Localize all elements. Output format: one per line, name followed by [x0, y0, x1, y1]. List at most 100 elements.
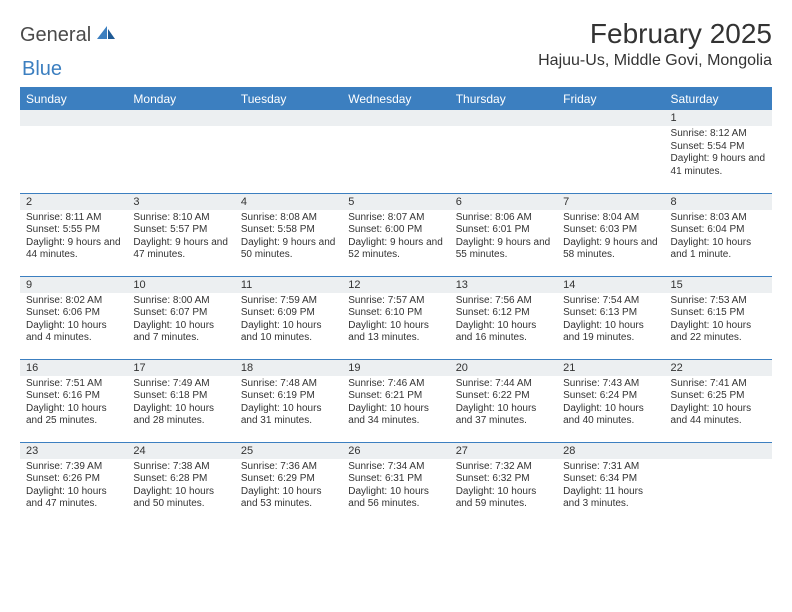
calendar-table: Sunday Monday Tuesday Wednesday Thursday…: [20, 88, 772, 525]
day-cell: [342, 110, 449, 193]
day-number: 27: [450, 443, 557, 459]
week-row: 9Sunrise: 8:02 AMSunset: 6:06 PMDaylight…: [20, 276, 772, 359]
sunset-line: Sunset: 5:55 PM: [26, 224, 121, 237]
day-details: Sunrise: 7:38 AMSunset: 6:28 PMDaylight:…: [127, 459, 234, 515]
day-cell: 1Sunrise: 8:12 AMSunset: 5:54 PMDaylight…: [665, 110, 772, 193]
day-cell: 9Sunrise: 8:02 AMSunset: 6:06 PMDaylight…: [20, 276, 127, 359]
day-cell: 20Sunrise: 7:44 AMSunset: 6:22 PMDayligh…: [450, 359, 557, 442]
day-number: 28: [557, 443, 664, 459]
sunrise-line: Sunrise: 7:43 AM: [563, 378, 658, 391]
sunrise-line: Sunrise: 7:32 AM: [456, 461, 551, 474]
day-number: 2: [20, 194, 127, 210]
sunset-line: Sunset: 5:54 PM: [671, 141, 766, 154]
day-number: 15: [665, 277, 772, 293]
day-number: 11: [235, 277, 342, 293]
daylight-line: Daylight: 10 hours and 59 minutes.: [456, 486, 551, 511]
logo: General: [20, 18, 121, 47]
sunrise-line: Sunrise: 7:59 AM: [241, 295, 336, 308]
day-number: 7: [557, 194, 664, 210]
daylight-line: Daylight: 9 hours and 52 minutes.: [348, 237, 443, 262]
sunrise-line: Sunrise: 8:03 AM: [671, 212, 766, 225]
day-cell: 23Sunrise: 7:39 AMSunset: 6:26 PMDayligh…: [20, 442, 127, 525]
day-number: [127, 110, 234, 126]
sunset-line: Sunset: 6:24 PM: [563, 390, 658, 403]
sunset-line: Sunset: 5:57 PM: [133, 224, 228, 237]
day-cell: 3Sunrise: 8:10 AMSunset: 5:57 PMDaylight…: [127, 193, 234, 276]
daylight-line: Daylight: 9 hours and 41 minutes.: [671, 153, 766, 178]
day-cell: 26Sunrise: 7:34 AMSunset: 6:31 PMDayligh…: [342, 442, 449, 525]
sunrise-line: Sunrise: 8:08 AM: [241, 212, 336, 225]
day-details: Sunrise: 7:31 AMSunset: 6:34 PMDaylight:…: [557, 459, 664, 515]
day-number: [235, 110, 342, 126]
sunset-line: Sunset: 6:26 PM: [26, 473, 121, 486]
sunrise-line: Sunrise: 8:02 AM: [26, 295, 121, 308]
day-cell: [235, 110, 342, 193]
daylight-line: Daylight: 10 hours and 28 minutes.: [133, 403, 228, 428]
sunset-line: Sunset: 6:15 PM: [671, 307, 766, 320]
day-number: [450, 110, 557, 126]
sunrise-line: Sunrise: 8:06 AM: [456, 212, 551, 225]
location-label: Hajuu-Us, Middle Govi, Mongolia: [538, 52, 772, 70]
logo-sail-icon: [95, 24, 117, 47]
daylight-line: Daylight: 10 hours and 1 minute.: [671, 237, 766, 262]
sunset-line: Sunset: 6:34 PM: [563, 473, 658, 486]
calendar-body: 1Sunrise: 8:12 AMSunset: 5:54 PMDaylight…: [20, 110, 772, 525]
sunrise-line: Sunrise: 7:48 AM: [241, 378, 336, 391]
sunrise-line: Sunrise: 7:49 AM: [133, 378, 228, 391]
day-details: Sunrise: 8:04 AMSunset: 6:03 PMDaylight:…: [557, 210, 664, 266]
day-cell: 22Sunrise: 7:41 AMSunset: 6:25 PMDayligh…: [665, 359, 772, 442]
day-header: Sunday: [20, 88, 127, 110]
sunrise-line: Sunrise: 7:53 AM: [671, 295, 766, 308]
day-cell: [450, 110, 557, 193]
sunset-line: Sunset: 6:25 PM: [671, 390, 766, 403]
day-cell: 25Sunrise: 7:36 AMSunset: 6:29 PMDayligh…: [235, 442, 342, 525]
sunset-line: Sunset: 6:29 PM: [241, 473, 336, 486]
day-details: Sunrise: 7:32 AMSunset: 6:32 PMDaylight:…: [450, 459, 557, 515]
sunrise-line: Sunrise: 7:44 AM: [456, 378, 551, 391]
day-cell: 6Sunrise: 8:06 AMSunset: 6:01 PMDaylight…: [450, 193, 557, 276]
daylight-line: Daylight: 10 hours and 44 minutes.: [671, 403, 766, 428]
calendar-page: General February 2025 Hajuu-Us, Middle G…: [0, 0, 792, 535]
day-cell: 19Sunrise: 7:46 AMSunset: 6:21 PMDayligh…: [342, 359, 449, 442]
day-details: Sunrise: 7:43 AMSunset: 6:24 PMDaylight:…: [557, 376, 664, 432]
day-number: 13: [450, 277, 557, 293]
daylight-line: Daylight: 10 hours and 25 minutes.: [26, 403, 121, 428]
day-cell: 10Sunrise: 8:00 AMSunset: 6:07 PMDayligh…: [127, 276, 234, 359]
sunrise-line: Sunrise: 7:31 AM: [563, 461, 658, 474]
day-details: Sunrise: 7:54 AMSunset: 6:13 PMDaylight:…: [557, 293, 664, 349]
day-cell: [20, 110, 127, 193]
day-cell: [127, 110, 234, 193]
day-details: Sunrise: 8:08 AMSunset: 5:58 PMDaylight:…: [235, 210, 342, 266]
day-number: [342, 110, 449, 126]
day-number: 1: [665, 110, 772, 126]
sunset-line: Sunset: 6:22 PM: [456, 390, 551, 403]
sunrise-line: Sunrise: 7:38 AM: [133, 461, 228, 474]
sunrise-line: Sunrise: 7:41 AM: [671, 378, 766, 391]
day-cell: 17Sunrise: 7:49 AMSunset: 6:18 PMDayligh…: [127, 359, 234, 442]
daylight-line: Daylight: 9 hours and 47 minutes.: [133, 237, 228, 262]
day-details: Sunrise: 8:07 AMSunset: 6:00 PMDaylight:…: [342, 210, 449, 266]
day-cell: 14Sunrise: 7:54 AMSunset: 6:13 PMDayligh…: [557, 276, 664, 359]
day-details: Sunrise: 8:03 AMSunset: 6:04 PMDaylight:…: [665, 210, 772, 266]
sunset-line: Sunset: 6:09 PM: [241, 307, 336, 320]
day-cell: 12Sunrise: 7:57 AMSunset: 6:10 PMDayligh…: [342, 276, 449, 359]
day-header: Tuesday: [235, 88, 342, 110]
sunset-line: Sunset: 6:07 PM: [133, 307, 228, 320]
sunset-line: Sunset: 6:32 PM: [456, 473, 551, 486]
day-number: 18: [235, 360, 342, 376]
daylight-line: Daylight: 10 hours and 34 minutes.: [348, 403, 443, 428]
day-number: 21: [557, 360, 664, 376]
day-header: Monday: [127, 88, 234, 110]
sunset-line: Sunset: 6:16 PM: [26, 390, 121, 403]
day-number: 17: [127, 360, 234, 376]
day-number: 19: [342, 360, 449, 376]
daylight-line: Daylight: 10 hours and 10 minutes.: [241, 320, 336, 345]
day-header: Thursday: [450, 88, 557, 110]
daylight-line: Daylight: 9 hours and 50 minutes.: [241, 237, 336, 262]
sunrise-line: Sunrise: 8:11 AM: [26, 212, 121, 225]
daylight-line: Daylight: 10 hours and 19 minutes.: [563, 320, 658, 345]
daylight-line: Daylight: 9 hours and 55 minutes.: [456, 237, 551, 262]
daylight-line: Daylight: 10 hours and 53 minutes.: [241, 486, 336, 511]
day-details: Sunrise: 7:34 AMSunset: 6:31 PMDaylight:…: [342, 459, 449, 515]
sunset-line: Sunset: 6:06 PM: [26, 307, 121, 320]
